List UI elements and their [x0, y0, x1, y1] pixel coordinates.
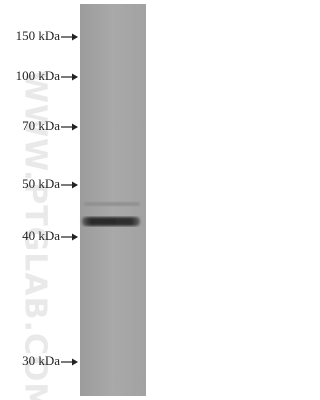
marker-label: 40 kDa — [22, 228, 60, 243]
faint-band — [84, 202, 140, 206]
marker-arrowhead — [72, 73, 78, 81]
marker-arrowhead — [72, 233, 78, 241]
marker-arrowhead — [72, 358, 78, 366]
marker-label: 70 kDa — [22, 118, 60, 133]
marker-label: 30 kDa — [22, 353, 60, 368]
marker-arrowhead — [72, 181, 78, 189]
watermark: WWW.PTGLAB.COM — [18, 70, 53, 400]
marker-group: 150 kDa 100 kDa 70 kDa 50 kDa 40 kDa 30 kDa — [16, 28, 78, 368]
lane — [80, 4, 146, 396]
marker-arrowhead — [72, 33, 78, 41]
page: WWW.PTGLAB.COM 150 kDa 100 kDa 70 kDa 50 kD… — [0, 0, 150, 400]
marker-arrowhead — [72, 123, 78, 131]
blot-figure: WWW.PTGLAB.COM 150 kDa 100 kDa 70 kDa 50 kD… — [16, 4, 146, 400]
marker-label: 150 kDa — [16, 28, 61, 43]
marker-label: 50 kDa — [22, 176, 60, 191]
band — [82, 217, 140, 226]
marker-label: 100 kDa — [16, 68, 61, 83]
